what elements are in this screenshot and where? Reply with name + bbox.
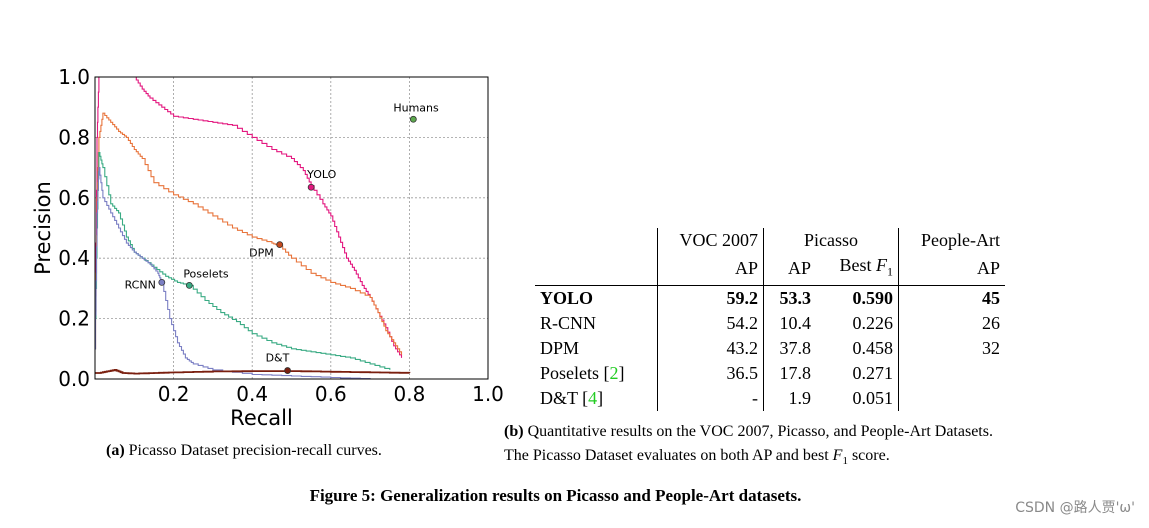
results-table: VOC 2007 Picasso People-Art AP AP Best F… [535, 228, 1005, 411]
plot-frame [94, 76, 489, 380]
y-tick-label: 0.8 [58, 125, 90, 149]
row-people-art-ap: 45 [898, 285, 1005, 311]
x-axis-label: Recall [230, 406, 293, 430]
row-method: D&T [4] [540, 387, 604, 408]
table-row: D&T [4] - 1.9 0.051 [535, 385, 1005, 411]
marker-label-rcnn: RCNN [125, 278, 156, 291]
row-picasso-f1: 0.590 [852, 287, 894, 308]
table-row: DPM 43.2 37.8 0.458 32 [535, 335, 1005, 361]
marker-poselets [185, 281, 193, 289]
header-people-art: People-Art [898, 228, 1005, 253]
x-tick-label: 0.2 [158, 382, 190, 406]
chart-ticks: 0.0 0.2 0.4 0.6 0.8 1.0 0.2 0.4 0.6 0.8 1.0 [58, 65, 504, 406]
series-line-dt [95, 369, 411, 375]
y-tick-label: 0.0 [58, 367, 90, 391]
row-picasso-f1: 0.458 [852, 337, 894, 358]
row-method: Poselets [2] [540, 362, 625, 383]
row-people-art-ap: 26 [898, 310, 1005, 336]
table-row: Poselets [2] 36.5 17.8 0.271 [535, 360, 1005, 386]
row-people-art-ap [898, 385, 1005, 411]
citation-link[interactable]: 2 [609, 362, 619, 383]
row-picasso-ap: 10.4 [763, 310, 816, 336]
figure-label: Figure 5: [309, 486, 376, 505]
y-tick-label: 0.4 [58, 246, 90, 270]
chart-series [94, 76, 411, 380]
marker-rcnn [158, 278, 166, 286]
row-picasso-f1: 0.226 [852, 312, 894, 333]
figure-text: Generalization results on Picasso and Pe… [380, 486, 802, 505]
citation-link[interactable]: 4 [588, 387, 598, 408]
marker-label-dpm: DPM [249, 247, 274, 260]
watermark: CSDN @路人贾'ω' [1015, 500, 1135, 516]
row-picasso-ap: 17.8 [763, 360, 816, 386]
marker-label-poselets: Poselets [183, 267, 229, 280]
caption-b-line2: The Picasso Dataset evaluates on both AP… [504, 447, 890, 468]
series-line-poselets [94, 151, 391, 370]
chart-markers: Humans YOLO DPM Poselets RCNN D&T [125, 101, 439, 374]
row-method: YOLO [540, 287, 594, 308]
series-line-rcnn [94, 167, 371, 380]
header-people-art-ap: AP [898, 253, 1005, 286]
y-tick-label: 0.2 [58, 307, 90, 331]
marker-label-yolo: YOLO [306, 168, 337, 181]
row-people-art-ap [898, 360, 1005, 386]
caption-b-line1: Quantitative results on the VOC 2007, Pi… [527, 423, 993, 440]
x-tick-label: 0.4 [236, 382, 268, 406]
x-tick-label: 0.6 [315, 382, 347, 406]
row-voc-ap: - [657, 385, 764, 411]
row-method: DPM [540, 337, 580, 358]
series-line-yolo [94, 76, 403, 358]
row-people-art-ap: 32 [898, 335, 1005, 361]
chart-grid [95, 77, 488, 379]
series-line-dpm [94, 112, 403, 355]
table-row: R-CNN 54.2 10.4 0.226 26 [535, 310, 1005, 336]
caption-b-label: (b) [504, 423, 524, 440]
y-tick-label: 0.6 [58, 186, 90, 210]
x-tick-label: 1.0 [472, 382, 504, 406]
row-voc-ap: 54.2 [657, 310, 764, 336]
marker-yolo [307, 183, 315, 191]
marker-label-humans: Humans [393, 101, 439, 114]
header-voc-ap: AP [657, 253, 764, 286]
row-method: R-CNN [540, 312, 597, 333]
caption-a: (a) Picasso Dataset precision-recall cur… [106, 442, 382, 460]
marker-label-dt: D&T [266, 352, 290, 365]
row-picasso-ap: 1.9 [763, 385, 816, 411]
x-tick-label: 0.8 [393, 382, 425, 406]
row-voc-ap: 43.2 [657, 335, 764, 361]
table-header-row-1: VOC 2007 Picasso People-Art [535, 228, 1005, 253]
row-picasso-ap: 53.3 [763, 285, 816, 311]
header-picasso-ap: AP [763, 253, 816, 286]
caption-a-label: (a) [106, 442, 125, 459]
caption-a-text: Picasso Dataset precision-recall curves. [128, 442, 382, 459]
y-axis-label: Precision [31, 181, 55, 275]
table-row: YOLO 59.2 53.3 0.590 45 [535, 285, 1005, 311]
header-picasso: Picasso [763, 228, 899, 253]
y-tick-label: 1.0 [58, 65, 90, 89]
header-voc: VOC 2007 [657, 228, 764, 253]
marker-dpm [276, 241, 284, 249]
marker-dt [284, 367, 291, 374]
row-voc-ap: 59.2 [657, 285, 764, 311]
row-picasso-f1: 0.051 [852, 387, 894, 408]
marker-humans [409, 115, 417, 123]
caption-b: (b) Quantitative results on the VOC 2007… [504, 420, 993, 473]
row-picasso-ap: 37.8 [763, 335, 816, 361]
figure-caption: Figure 5: Generalization results on Pica… [0, 486, 1111, 506]
header-picasso-best-f1: Best F1 [816, 253, 899, 286]
table-header-row-2: AP AP Best F1 AP [535, 253, 1005, 286]
row-voc-ap: 36.5 [657, 360, 764, 386]
row-picasso-f1: 0.271 [852, 362, 894, 383]
